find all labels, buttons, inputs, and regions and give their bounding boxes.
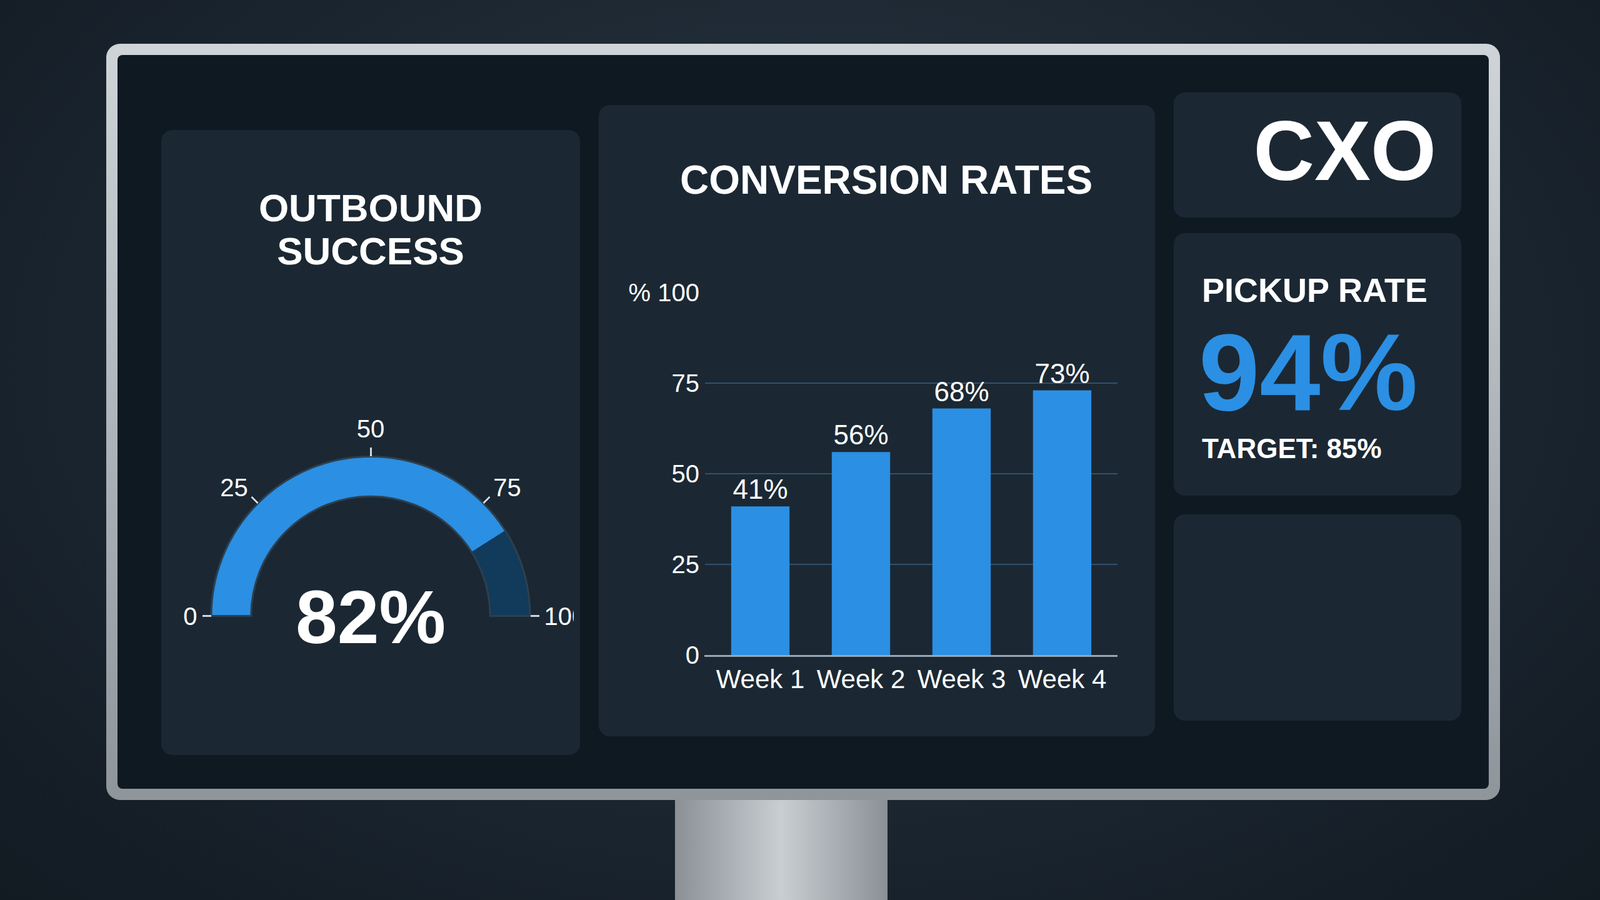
svg-text:0: 0 — [183, 602, 197, 630]
svg-text:73%: 73% — [1034, 358, 1090, 389]
svg-text:82%: 82% — [295, 575, 446, 659]
html-text:94%: 94% — [1198, 311, 1418, 434]
svg-text:100: 100 — [544, 602, 575, 630]
svg-text:75: 75 — [671, 369, 700, 397]
html-text:CONVERSION RATES: CONVERSION RATES — [680, 157, 1093, 203]
svg-text:68%: 68% — [933, 376, 989, 407]
svg-text:Week 4: Week 4 — [1018, 664, 1107, 694]
html-text:TARGET: 85%: TARGET: 85% — [1201, 433, 1382, 464]
svg-text:% 100: % 100 — [628, 278, 700, 307]
svg-text:Week 2: Week 2 — [816, 664, 906, 694]
svg-text:56%: 56% — [833, 419, 889, 450]
html-text:CXO: CXO — [1253, 103, 1437, 199]
svg-text:50: 50 — [356, 415, 385, 443]
svg-text:Week 1: Week 1 — [716, 664, 805, 694]
svg-text:0: 0 — [685, 641, 700, 669]
svg-text:41%: 41% — [732, 473, 788, 505]
svg-text:Week 3: Week 3 — [917, 664, 1007, 694]
svg-text:25: 25 — [671, 550, 700, 579]
svg-text:75: 75 — [493, 473, 522, 502]
svg-text:25: 25 — [220, 473, 249, 502]
svg-text:50: 50 — [671, 460, 700, 488]
html-text:OUTBOUND SUCCESS: OUTBOUND SUCCESS — [258, 186, 483, 273]
html-text:PICKUP RATE: PICKUP RATE — [1201, 271, 1428, 309]
